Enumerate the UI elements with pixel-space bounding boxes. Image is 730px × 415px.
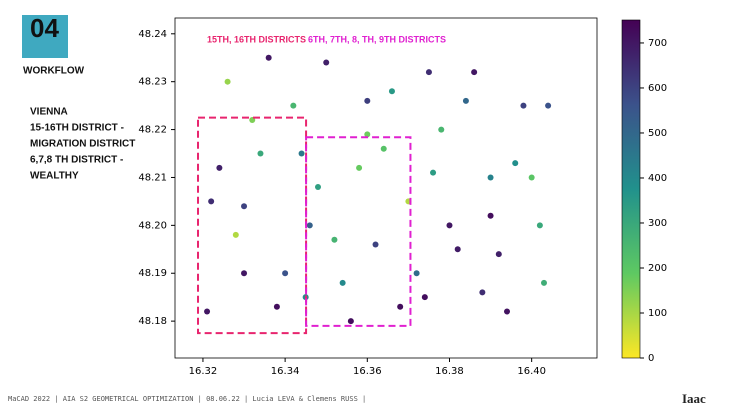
plot-frame — [174, 17, 598, 359]
point — [347, 318, 354, 325]
colorbar-tick-label: 400 — [648, 173, 667, 184]
point — [216, 164, 223, 171]
region-label: 6TH, 7TH, 8, TH, 9TH DISTRICTS — [308, 34, 446, 44]
point — [528, 174, 535, 181]
point — [323, 59, 330, 66]
point — [314, 184, 321, 191]
point — [241, 203, 248, 210]
y-tick-label: 48.24 — [138, 29, 167, 40]
x-tick-label: 16.36 — [353, 366, 382, 377]
region — [305, 136, 412, 327]
point — [430, 169, 437, 176]
point — [232, 231, 239, 238]
colorbar-tick-label: 200 — [648, 263, 667, 274]
y-tick-label: 48.23 — [138, 77, 167, 88]
y-tick-label: 48.22 — [138, 125, 167, 136]
point — [331, 236, 338, 243]
point — [380, 145, 387, 152]
point — [479, 289, 486, 296]
point — [421, 294, 428, 301]
colorbar-tick-label: 600 — [648, 83, 667, 94]
note-line: 15-16TH DISTRICT - — [30, 123, 124, 134]
y-tick-label: 48.18 — [138, 316, 167, 327]
colorbar-tick-label: 0 — [648, 353, 654, 364]
x-tick-label: 16.32 — [189, 366, 218, 377]
point — [290, 102, 297, 109]
point — [545, 102, 552, 109]
point — [273, 303, 280, 310]
number-box — [22, 15, 68, 58]
point — [372, 241, 379, 248]
logo: Iaac — [682, 391, 706, 406]
point — [425, 69, 432, 76]
point — [487, 212, 494, 219]
point — [471, 69, 478, 76]
point — [446, 222, 453, 229]
point — [397, 303, 404, 310]
point — [204, 308, 211, 315]
point — [388, 88, 395, 95]
point — [413, 270, 420, 277]
point — [536, 222, 543, 229]
point — [224, 78, 231, 85]
point — [257, 150, 264, 157]
point — [438, 126, 445, 133]
y-tick-label: 48.19 — [138, 268, 167, 279]
colorbar-tick-label: 100 — [648, 308, 667, 319]
point — [512, 160, 519, 167]
point — [520, 102, 527, 109]
point — [208, 198, 215, 205]
x-tick-label: 16.38 — [435, 366, 464, 377]
point — [495, 251, 502, 258]
point — [364, 131, 371, 138]
point — [364, 97, 371, 104]
slide-number: 04 — [30, 13, 59, 43]
note-line: 6,7,8 TH DISTRICT - — [30, 155, 123, 166]
point — [462, 97, 469, 104]
section: WORKFLOW — [23, 66, 85, 77]
note-line: MIGRATION DISTRICT — [30, 139, 135, 150]
point — [241, 270, 248, 277]
note-line: WEALTHY — [30, 171, 79, 182]
colorbar — [621, 19, 641, 359]
point — [504, 308, 511, 315]
y-tick-label: 48.20 — [138, 220, 167, 231]
point — [487, 174, 494, 181]
note-line: VIENNA — [30, 107, 68, 118]
x-tick-label: 16.40 — [517, 366, 546, 377]
point — [282, 270, 289, 277]
point — [298, 150, 305, 157]
footer: MaCAD 2022 | AIA S2 GEOMETRICAL OPTIMIZA… — [8, 395, 366, 403]
region — [197, 116, 308, 335]
region-label: 15TH, 16TH DISTRICTS — [207, 34, 306, 44]
x-tick-label: 16.34 — [271, 366, 300, 377]
y-tick-label: 48.21 — [138, 172, 167, 183]
point — [540, 279, 547, 286]
point — [339, 279, 346, 286]
colorbar-tick-label: 500 — [648, 128, 667, 139]
colorbar-tick-label: 300 — [648, 218, 667, 229]
point — [306, 222, 313, 229]
colorbar-tick-label: 700 — [648, 38, 667, 49]
point — [454, 246, 461, 253]
point — [265, 54, 272, 61]
point — [356, 164, 363, 171]
